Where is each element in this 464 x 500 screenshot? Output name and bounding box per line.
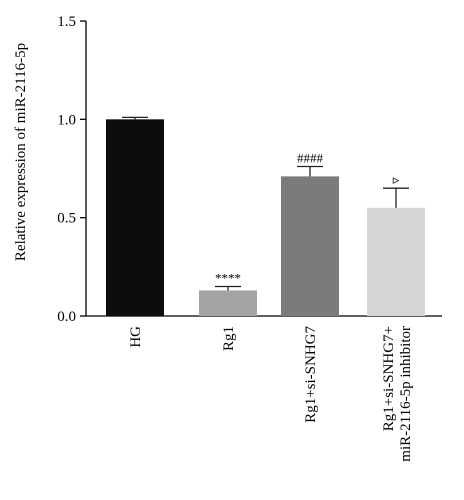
y-ticks: 0.0 0.5 1.0 1.5 xyxy=(57,14,86,325)
y-tick-label: 0.5 xyxy=(57,211,76,227)
y-tick-label: 1.0 xyxy=(57,112,76,128)
y-tick-label: 0.0 xyxy=(57,309,76,325)
x-tick-label: Rg1+si-SNHG7 xyxy=(303,326,319,423)
x-tick-label: miR-2116-5p inhibitor xyxy=(398,326,414,462)
x-tick-label-group: Rg1+si-SNHG7+ miR-2116-5p inhibitor xyxy=(381,326,414,462)
error-bars xyxy=(122,116,409,291)
bars xyxy=(106,119,425,316)
x-tick-label-group: Rg1 xyxy=(221,326,237,351)
x-tick-labels: HG Rg1 Rg1+si-SNHG7 Rg1+si-SNHG7+ miR-2116-5… xyxy=(128,326,414,462)
y-axis-label: Relative expression of miR-2116-5p xyxy=(13,43,29,261)
x-tick-label: Rg1 xyxy=(221,326,237,351)
significance-marker: #### xyxy=(297,151,324,166)
bar xyxy=(367,207,425,316)
significance-marker: **** xyxy=(215,271,241,286)
y-tick-label: 1.5 xyxy=(57,14,76,30)
bar xyxy=(199,290,257,316)
significance-marker: ▹ xyxy=(393,172,400,187)
bar xyxy=(281,176,339,316)
x-tick-label-group: Rg1+si-SNHG7 xyxy=(303,326,319,423)
x-tick-label-group: HG xyxy=(128,326,144,348)
x-tick-label: Rg1+si-SNHG7+ xyxy=(381,326,397,431)
significance-annotations: **** #### ▹ xyxy=(215,151,400,286)
x-tick-label: HG xyxy=(128,326,144,348)
bar xyxy=(106,119,164,316)
